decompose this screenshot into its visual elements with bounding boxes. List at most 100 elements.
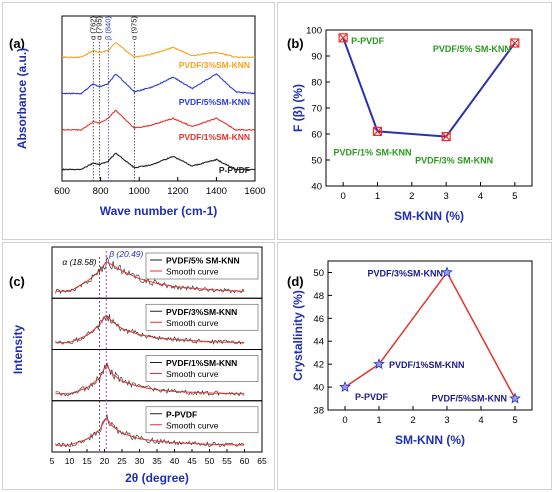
x-tick-label: 4 — [478, 415, 483, 426]
raw-pattern — [55, 314, 245, 345]
x-tick-label: 5 — [512, 415, 517, 426]
series-label: PVDF/1%SM-KNN — [179, 132, 250, 142]
y-axis-label: Intensity — [11, 325, 25, 375]
panel-b-frame — [277, 2, 552, 240]
point-label: PVDF/5% SM-KNN — [433, 44, 511, 54]
series-label: PVDF/5%SM-KNN — [179, 97, 250, 107]
y-tick-label: 70 — [311, 104, 322, 115]
data-point-cross — [338, 33, 348, 43]
y-tick-label: 40 — [313, 383, 324, 394]
point-label: P-PVDF — [355, 392, 389, 402]
y-tick-label: 60 — [311, 130, 322, 141]
peak-label: α (762) — [88, 16, 97, 40]
x-axis-label: SM-KNN (%) — [394, 209, 464, 223]
point-label: PVDF/1%SM-KNN — [389, 360, 465, 370]
panel-d-frame — [277, 242, 552, 490]
smooth-curve — [55, 364, 245, 395]
panel-label: (c) — [9, 274, 25, 289]
y-tick-label: 100 — [306, 26, 322, 37]
point-label: PVDF/3% SM-KNN — [415, 156, 493, 166]
point-label: PVDF/3%SM-KNN — [367, 268, 443, 278]
smooth-curve — [55, 261, 245, 292]
data-point-star — [441, 266, 453, 278]
legend-box — [145, 303, 259, 331]
y-axis-label: Absorbance (a.u.) — [15, 48, 29, 149]
x-tick-label: 50 — [205, 456, 215, 466]
legend-label: PVDF/5% SM-KNN — [166, 256, 240, 266]
subplot-frame — [51, 400, 263, 453]
y-tick-label: 44 — [313, 337, 324, 348]
y-axis-label: Crystallinity (%) — [291, 290, 305, 381]
x-axis-label: Wave number (cm-1) — [100, 204, 218, 218]
panel-b: (b) 40 50 60 70 80 90 100 0 1 2 3 4 5 SM-KNN (%) F (β) … — [287, 26, 533, 223]
series-line — [61, 42, 256, 59]
legend-box — [145, 252, 259, 280]
y-axis-label: F (β) (%) — [291, 84, 305, 132]
legend-label: PVDF/3%SM-KNN — [166, 307, 237, 317]
x-tick-label: 3 — [444, 191, 449, 202]
y-tick-label: 42 — [313, 360, 324, 371]
legend-label: Smooth curve — [166, 420, 219, 430]
plot-frame — [327, 260, 533, 411]
x-axis-label: 2θ (degree) — [125, 471, 189, 485]
peak-annotations: α (762)α (795) β (840) α (975) — [88, 16, 138, 181]
data-line — [344, 271, 516, 399]
alpha-label: α (18.58) — [62, 257, 96, 267]
series-line — [61, 109, 256, 132]
x-tick-label: 25 — [117, 456, 127, 466]
y-tick-label: 48 — [313, 291, 324, 302]
peak-label: α (975) — [129, 16, 138, 40]
x-tick-label: 800 — [93, 186, 109, 197]
x-tick-label: 20 — [100, 456, 110, 466]
data-line — [342, 37, 516, 138]
x-tick-label: 35 — [152, 456, 162, 466]
data-point-cross — [441, 132, 451, 142]
legend-label: P-PVDF — [166, 409, 197, 419]
x-tick-label: 1200 — [167, 186, 188, 197]
x-tick-label: 1000 — [129, 186, 150, 197]
x-tick-label: 1400 — [206, 186, 227, 197]
series-label: PVDF/3%SM-KNN — [179, 60, 250, 70]
panel-a: (a) 600 800 1000 1200 1400 1600 Wave number (cm… — [9, 15, 266, 218]
x-tick-label: 0 — [342, 415, 347, 426]
point-label: PVDF/5%SM-KNN — [431, 394, 507, 404]
data-point — [372, 126, 383, 137]
x-tick-label: 600 — [54, 186, 70, 197]
x-tick-label: 4 — [478, 191, 483, 202]
y-tick-label: 50 — [313, 268, 324, 279]
x-tick-label: 15 — [82, 456, 92, 466]
panel-c: (c) Intensity 5 10 15 20 25 30 35 40 45 50 55 60 65 2θ … — [9, 246, 267, 485]
y-tick-label: 46 — [313, 314, 324, 325]
peak-label: α (795) — [95, 16, 104, 40]
legend-label: Smooth curve — [166, 318, 219, 328]
data-point-star — [339, 381, 351, 392]
x-tick-label: 30 — [135, 456, 145, 466]
x-tick-label: 5 — [512, 191, 517, 202]
x-tick-label: 45 — [187, 456, 197, 466]
data-point — [338, 33, 348, 43]
point-label: P-PVDF — [351, 36, 385, 46]
beta-label: β (20.49) — [108, 249, 143, 259]
series-line — [61, 73, 256, 95]
smooth-curve — [55, 315, 245, 344]
data-point-star — [373, 358, 385, 370]
x-tick-label: 2 — [410, 415, 415, 426]
x-axis-label: SM-KNN (%) — [395, 433, 465, 447]
x-tick-label: 1600 — [244, 186, 265, 197]
x-tick-label: 65 — [257, 456, 267, 466]
x-tick-label: 2 — [409, 191, 414, 202]
data-point-star — [509, 392, 521, 404]
y-tick-label: 38 — [313, 406, 324, 417]
smooth-curve — [55, 417, 245, 446]
peak-label: β (840) — [103, 16, 112, 40]
x-tick-label: 1 — [376, 415, 381, 426]
data-point — [510, 38, 520, 48]
panel-d: (d) 38 40 42 44 46 48 50 0 1 2 3 4 5 SM-KNN (%) Crystal… — [287, 260, 533, 447]
x-tick-label: 10 — [65, 456, 75, 466]
legend-box — [145, 406, 259, 434]
x-tick-label: 3 — [444, 415, 449, 426]
panel-label: (b) — [287, 36, 304, 51]
data-point — [441, 132, 451, 142]
